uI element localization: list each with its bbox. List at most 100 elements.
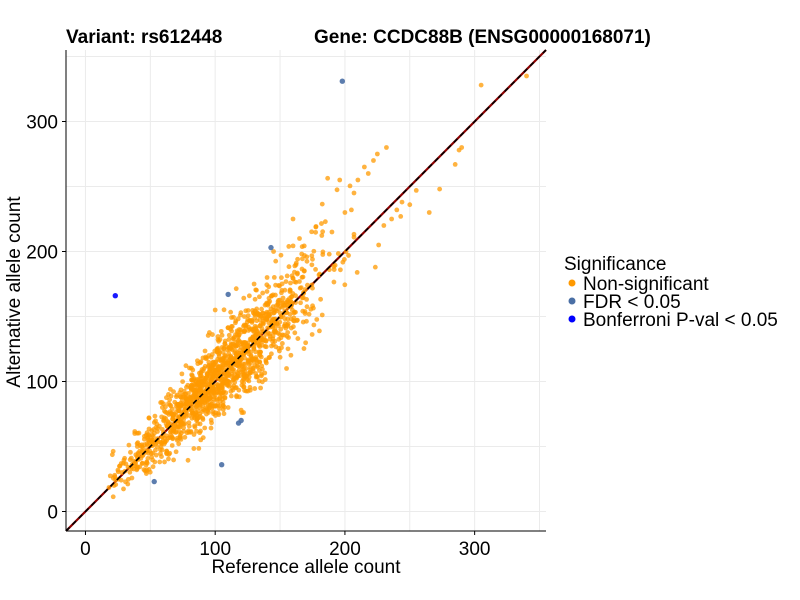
point-non-significant bbox=[292, 330, 298, 336]
point-non-significant bbox=[234, 332, 240, 337]
legend-label-bonferroni: Bonferroni P-val < 0.05 bbox=[583, 310, 778, 331]
point-non-significant bbox=[179, 371, 185, 377]
point-non-significant bbox=[148, 437, 154, 443]
point-non-significant bbox=[258, 334, 264, 340]
point-non-significant bbox=[231, 336, 237, 342]
point-non-significant bbox=[248, 360, 253, 366]
point-bonferroni-p-val-0-05 bbox=[112, 293, 118, 299]
point-non-significant bbox=[210, 400, 215, 405]
point-non-significant bbox=[361, 164, 367, 170]
point-non-significant bbox=[251, 281, 257, 287]
point-non-significant bbox=[259, 371, 264, 377]
point-non-significant bbox=[277, 332, 283, 337]
point-non-significant bbox=[273, 282, 278, 288]
point-non-significant bbox=[371, 158, 376, 163]
legend-label-fdr: FDR < 0.05 bbox=[583, 292, 681, 313]
point-non-significant bbox=[245, 308, 251, 313]
point-non-significant bbox=[219, 332, 225, 338]
point-non-significant bbox=[342, 282, 348, 288]
point-non-significant bbox=[254, 329, 260, 335]
point-non-significant bbox=[341, 257, 347, 262]
point-non-significant bbox=[320, 249, 326, 255]
point-non-significant bbox=[146, 467, 152, 472]
point-non-significant bbox=[282, 287, 288, 293]
point-non-significant bbox=[292, 263, 298, 269]
point-non-significant bbox=[291, 318, 296, 323]
point-non-significant bbox=[236, 387, 242, 393]
point-non-significant bbox=[220, 402, 226, 408]
point-non-significant bbox=[294, 271, 300, 277]
point-non-significant bbox=[288, 280, 293, 286]
point-non-significant bbox=[150, 450, 156, 456]
point-non-significant bbox=[180, 421, 185, 427]
point-non-significant bbox=[183, 363, 189, 369]
point-non-significant bbox=[288, 352, 294, 358]
point-non-significant bbox=[326, 251, 332, 257]
point-non-significant bbox=[181, 428, 187, 434]
point-non-significant bbox=[196, 445, 202, 451]
point-non-significant bbox=[173, 449, 179, 455]
point-non-significant bbox=[174, 425, 180, 430]
point-non-significant bbox=[292, 309, 297, 315]
point-non-significant bbox=[193, 410, 198, 416]
point-non-significant bbox=[262, 377, 268, 382]
point-non-significant bbox=[123, 479, 128, 485]
point-non-significant bbox=[253, 287, 259, 293]
point-non-significant bbox=[136, 430, 142, 436]
point-non-significant bbox=[265, 302, 271, 308]
point-non-significant bbox=[256, 341, 262, 347]
point-non-significant bbox=[172, 421, 178, 426]
point-non-significant bbox=[165, 420, 171, 425]
point-non-significant bbox=[299, 251, 305, 257]
point-non-significant bbox=[186, 420, 192, 426]
point-non-significant bbox=[191, 432, 197, 437]
point-non-significant bbox=[271, 307, 276, 313]
legend-dot-non-significant bbox=[568, 279, 576, 287]
point-non-significant bbox=[264, 289, 270, 294]
point-non-significant bbox=[204, 371, 210, 376]
y-tick-label: 200 bbox=[26, 243, 58, 264]
point-non-significant bbox=[128, 449, 133, 455]
point-non-significant bbox=[308, 306, 314, 312]
point-non-significant bbox=[245, 313, 251, 319]
y-axis-title: Alternative allele count bbox=[4, 196, 25, 388]
point-non-significant bbox=[305, 282, 310, 288]
point-non-significant bbox=[329, 229, 335, 235]
point-non-significant bbox=[210, 332, 215, 337]
point-non-significant bbox=[161, 401, 166, 407]
point-non-significant bbox=[217, 394, 223, 400]
point-non-significant bbox=[346, 253, 351, 258]
point-non-significant bbox=[174, 409, 179, 414]
point-non-significant bbox=[228, 393, 234, 399]
point-non-significant bbox=[146, 432, 151, 437]
y-tick-label: 0 bbox=[47, 503, 58, 524]
point-non-significant bbox=[286, 244, 292, 249]
point-non-significant bbox=[295, 336, 301, 341]
point-non-significant bbox=[384, 145, 389, 150]
point-non-significant bbox=[235, 371, 241, 377]
point-non-significant bbox=[398, 214, 404, 219]
point-non-significant bbox=[209, 366, 215, 372]
point-non-significant bbox=[265, 325, 271, 331]
point-non-significant bbox=[166, 456, 171, 462]
point-non-significant bbox=[240, 352, 246, 357]
point-non-significant bbox=[205, 408, 210, 414]
point-non-significant bbox=[109, 452, 115, 458]
point-non-significant bbox=[287, 296, 292, 301]
point-non-significant bbox=[183, 406, 189, 412]
point-non-significant bbox=[226, 332, 232, 338]
point-non-significant bbox=[351, 190, 357, 196]
point-non-significant bbox=[319, 221, 324, 226]
point-non-significant bbox=[224, 344, 230, 349]
point-fdr-0-05 bbox=[235, 420, 242, 426]
point-non-significant bbox=[132, 431, 138, 436]
point-non-significant bbox=[182, 434, 188, 440]
point-non-significant bbox=[163, 409, 168, 415]
point-non-significant bbox=[213, 403, 219, 409]
point-non-significant bbox=[278, 275, 284, 281]
point-non-significant bbox=[209, 352, 215, 357]
point-non-significant bbox=[143, 471, 149, 476]
point-non-significant bbox=[210, 360, 216, 366]
point-non-significant bbox=[217, 337, 223, 342]
point-non-significant bbox=[278, 252, 284, 258]
